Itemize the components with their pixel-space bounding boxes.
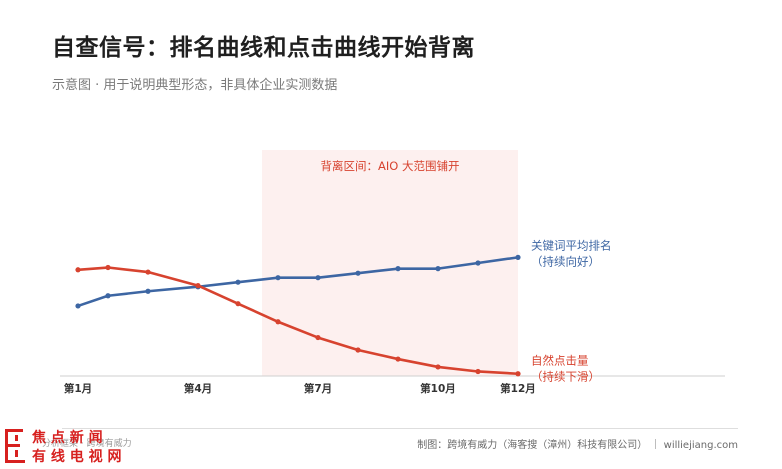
data-point xyxy=(515,371,521,377)
x-tick-label: 第1月 xyxy=(64,382,92,395)
data-point xyxy=(395,356,401,362)
footer-divider xyxy=(62,428,738,429)
divergence-region-label: 背离区间：AIO 大范围铺开 xyxy=(321,159,460,173)
data-point xyxy=(435,364,441,370)
chart-title: 自查信号：排名曲线和点击曲线开始背离 xyxy=(52,35,475,61)
x-tick-label: 第10月 xyxy=(420,382,456,395)
x-tick-label: 第4月 xyxy=(184,382,212,395)
data-point xyxy=(145,288,151,294)
series-label-1: （持续下滑） xyxy=(531,370,600,384)
data-point xyxy=(235,279,241,285)
data-point xyxy=(395,266,401,272)
x-tick-label: 第7月 xyxy=(304,382,332,395)
data-point xyxy=(355,270,361,276)
data-point xyxy=(355,347,361,353)
data-point xyxy=(145,269,151,275)
data-point xyxy=(475,260,481,266)
data-point xyxy=(315,334,321,341)
logo-watermark: 焦 点 新 闻 有 线 电 视 网 xyxy=(5,429,122,465)
series-line-1 xyxy=(76,266,520,376)
data-point xyxy=(475,368,481,375)
data-point xyxy=(195,283,201,289)
data-point xyxy=(75,303,81,309)
data-point xyxy=(235,301,241,307)
series-label-0: 关键词平均排名 xyxy=(531,238,612,252)
x-axis: 第1月 第4月 第7月 第10月 第12月 xyxy=(60,375,725,395)
series-label-0: （持续向好） xyxy=(531,254,600,268)
logo-text-bottom: 有 线 电 视 网 xyxy=(32,448,122,465)
data-point xyxy=(105,293,111,299)
chart-subtitle: 示意图 · 用于说明典型形态，非具体企业实测数据 xyxy=(52,78,338,93)
data-point xyxy=(275,319,281,325)
x-tick-label: 第12月 xyxy=(500,382,536,395)
data-point xyxy=(315,275,321,281)
data-point xyxy=(435,266,441,272)
data-point xyxy=(275,275,281,281)
series-label-layer: 关键词平均排名 （持续向好） 自然点击量 （持续下滑） xyxy=(531,238,612,383)
data-point xyxy=(75,267,81,273)
data-point xyxy=(105,264,111,271)
logo-mark-icon xyxy=(5,429,25,463)
footer-credit: 制图：跨境有威力（海客搜（漳州）科技有限公司） ｜ williejiang.co… xyxy=(417,440,738,451)
series-label-1: 自然点击量 xyxy=(531,354,589,368)
data-point xyxy=(515,254,521,260)
logo-text-top: 焦 点 新 闻 xyxy=(31,429,103,446)
footer-left-text: 分析框架 · 跨境有威力 xyxy=(42,439,132,449)
series-layer xyxy=(75,254,521,377)
series-line-0 xyxy=(76,256,520,308)
